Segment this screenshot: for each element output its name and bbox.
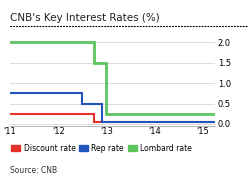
Legend: Discount rate, Rep rate, Lombard rate: Discount rate, Rep rate, Lombard rate	[11, 144, 192, 153]
Text: CNB's Key Interest Rates (%): CNB's Key Interest Rates (%)	[10, 13, 160, 23]
Text: Source: CNB: Source: CNB	[10, 166, 57, 175]
